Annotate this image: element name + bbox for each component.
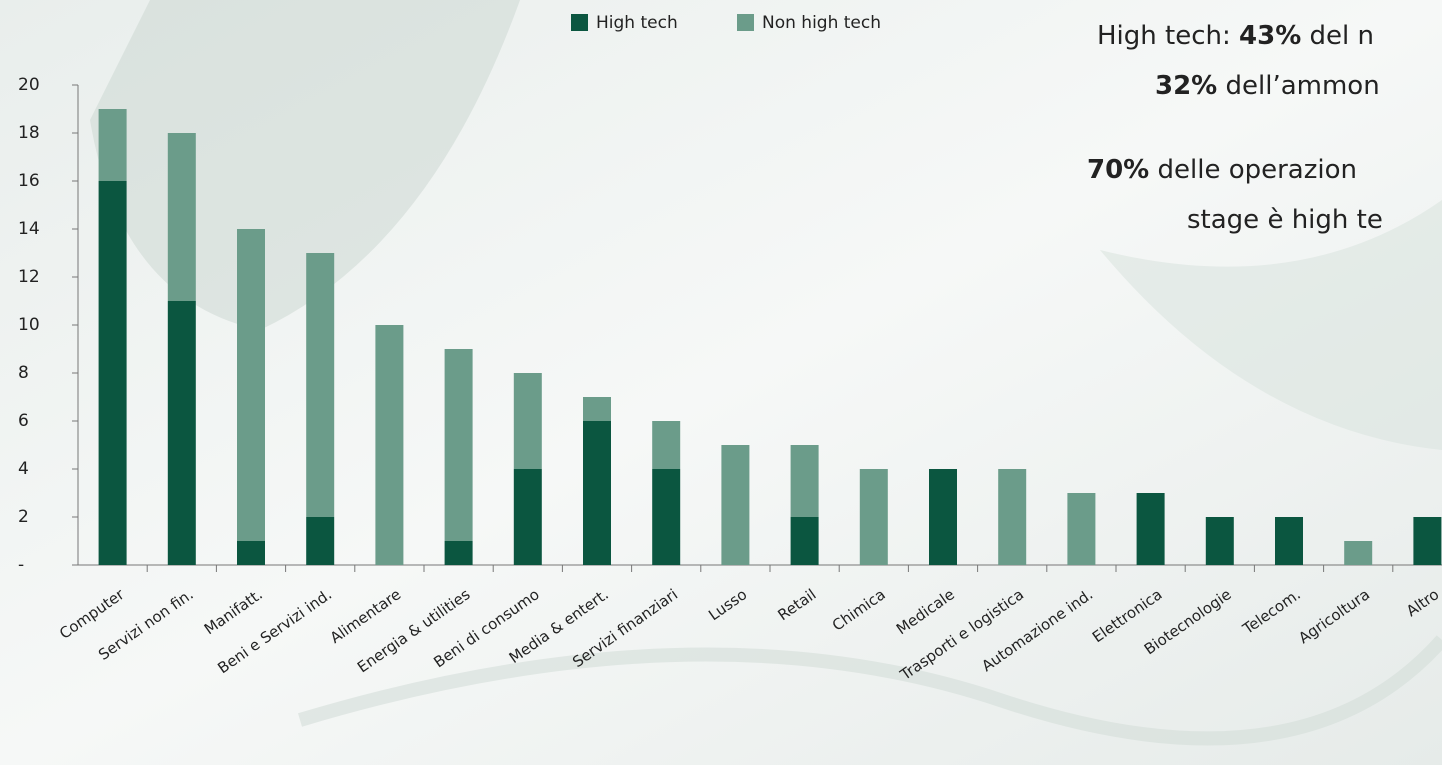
y-tick-label: 4 [18,459,29,479]
y-tick-label: 12 [18,267,40,287]
bar-segment [790,517,819,565]
annotation-part: stage è high te [1187,205,1383,235]
annotation-part: dell’ammon [1217,71,1379,101]
annotation-part: 70% [1087,155,1149,185]
y-tick-label: 16 [18,171,40,191]
bar-segment [859,469,888,565]
legend-swatch [571,14,588,31]
bar-segment [929,469,957,565]
y-tick-label: 10 [18,315,40,335]
y-tick-label: 6 [18,411,29,431]
bar-segment [513,373,542,469]
background-shape [1100,200,1442,450]
legend-label: High tech [596,13,678,33]
y-tick-label: 18 [18,123,40,143]
annotation-part: 32% [1155,71,1217,101]
annotation-part: delle operazion [1149,155,1357,185]
annotation-part: 43% [1239,21,1301,51]
bar-segment [1275,517,1303,565]
bar-segment [444,541,473,565]
bar-segment [306,253,335,517]
background-shape [90,0,520,330]
bar-segment [1344,541,1373,565]
legend-swatch [737,14,754,31]
annotation: stage è high te [1187,205,1383,235]
y-tick-label: - [18,555,24,575]
bar-segment [375,325,404,565]
bar-segment [306,517,335,565]
annotation-part: del n [1301,21,1374,51]
bar-segment [1136,493,1165,565]
bar-segment [652,469,681,565]
bar-segment [998,469,1027,565]
y-tick-label: 8 [18,363,29,383]
bar-segment [167,133,196,301]
bar-segment [583,421,611,565]
bar-segment [652,421,681,469]
bar-segment [1413,517,1442,565]
y-tick-label: 2 [18,507,29,527]
legend-label: Non high tech [762,13,881,33]
bar-segment [98,181,127,565]
annotation: 70% delle operazion [1087,155,1357,185]
annotation: 32% dell’ammon [1155,71,1380,101]
bar-segment [1205,517,1234,565]
bar-segment [444,349,473,541]
y-tick-label: 20 [18,75,40,95]
bar-segment [167,301,196,565]
bar-segment [237,541,265,565]
annotation: High tech: 43% del n [1097,21,1374,51]
background-shape [297,635,1442,746]
bar-segment [513,469,542,565]
bar-segment [790,445,819,517]
y-tick-label: 14 [18,219,40,239]
bar-segment [237,229,265,541]
bar-segment [1067,493,1096,565]
annotation-part: High tech: [1097,21,1239,51]
bar-segment [98,109,127,181]
bar-segment [721,445,750,565]
bar-segment [583,397,611,421]
